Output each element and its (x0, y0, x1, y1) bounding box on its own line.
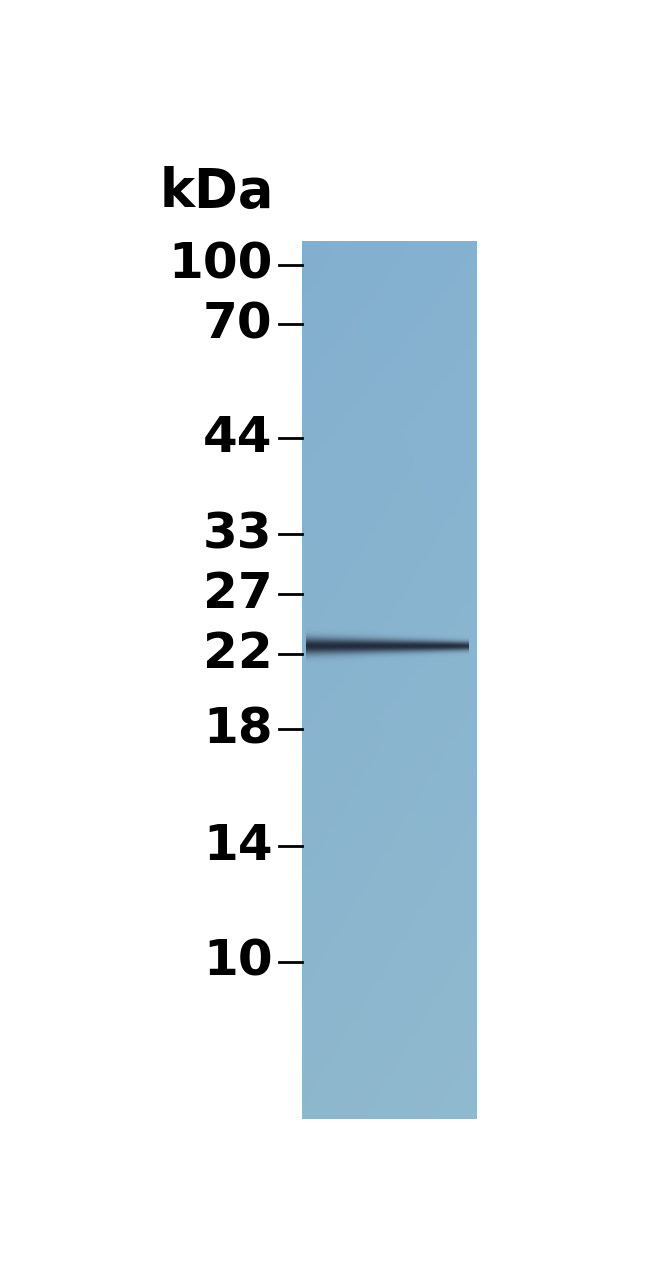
Text: 18: 18 (203, 706, 273, 753)
Text: 33: 33 (203, 510, 273, 559)
Text: 44: 44 (203, 413, 273, 462)
Text: 70: 70 (203, 300, 273, 348)
Text: 27: 27 (203, 569, 273, 618)
Text: kDa: kDa (160, 166, 274, 218)
Text: 10: 10 (203, 938, 273, 985)
Text: 100: 100 (168, 241, 273, 288)
Text: 14: 14 (203, 822, 273, 870)
Text: 22: 22 (203, 629, 273, 678)
